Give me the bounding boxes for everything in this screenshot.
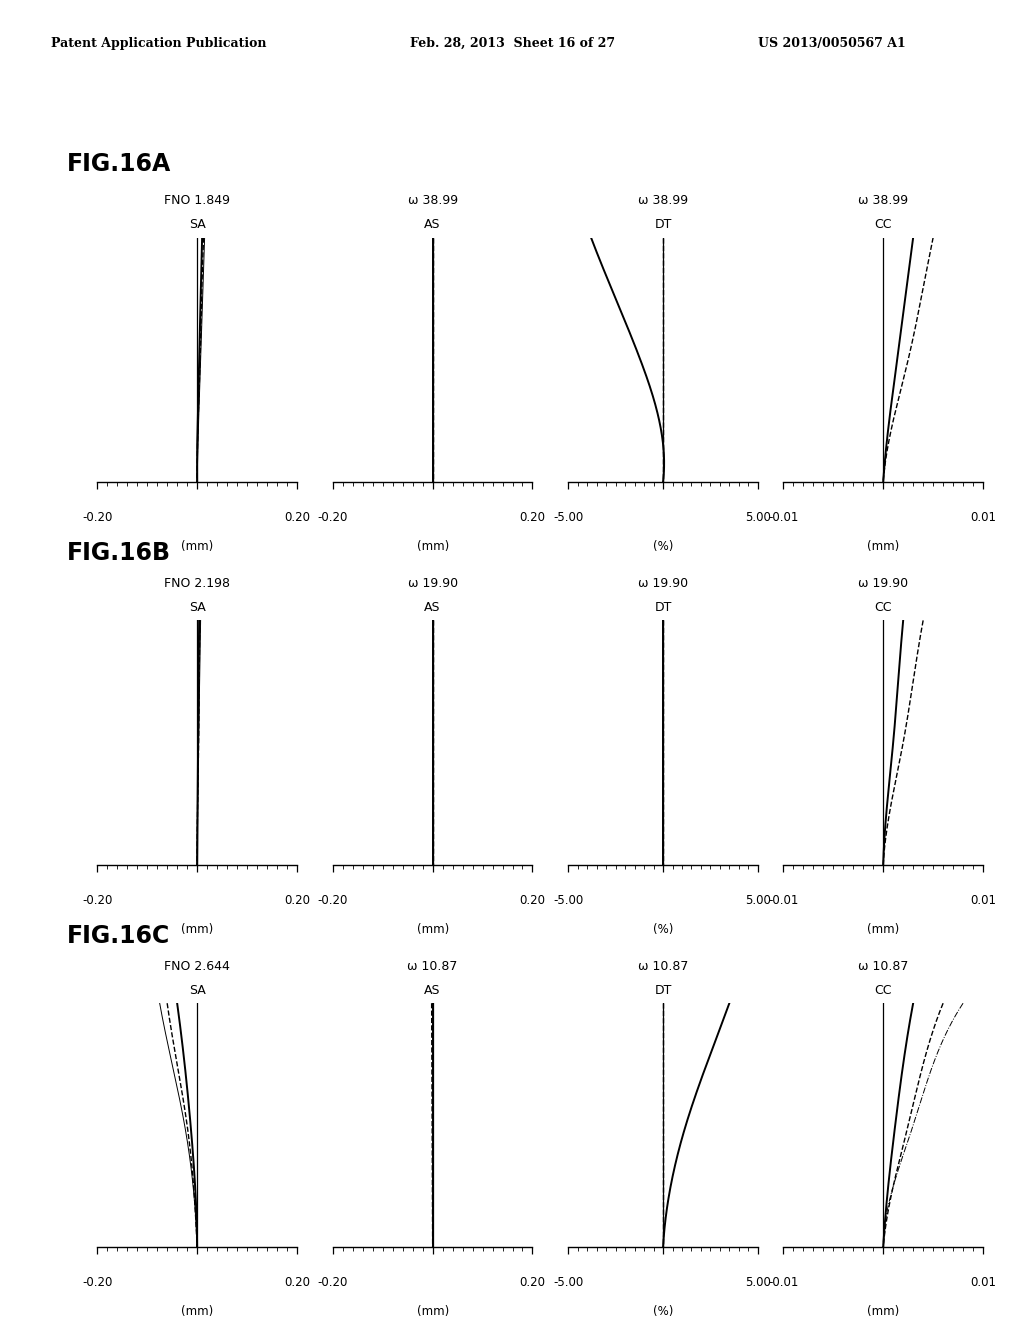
Text: -0.01: -0.01 (768, 511, 799, 524)
Text: SA: SA (188, 218, 206, 231)
Text: (mm): (mm) (867, 923, 899, 936)
Text: (%): (%) (653, 540, 673, 553)
Text: 5.00: 5.00 (744, 1276, 771, 1290)
Text: 0.20: 0.20 (284, 511, 310, 524)
Text: 0.20: 0.20 (519, 511, 546, 524)
Text: -0.20: -0.20 (82, 894, 113, 907)
Text: ω 19.90: ω 19.90 (638, 577, 688, 590)
Text: ω 10.87: ω 10.87 (638, 960, 688, 973)
Text: Feb. 28, 2013  Sheet 16 of 27: Feb. 28, 2013 Sheet 16 of 27 (410, 37, 614, 50)
Text: 0.20: 0.20 (519, 894, 546, 907)
Text: AS: AS (424, 983, 441, 997)
Text: (mm): (mm) (417, 540, 449, 553)
Text: ω 19.90: ω 19.90 (858, 577, 908, 590)
Text: ω 38.99: ω 38.99 (858, 194, 908, 207)
Text: ω 38.99: ω 38.99 (638, 194, 688, 207)
Text: -0.20: -0.20 (317, 1276, 348, 1290)
Text: 5.00: 5.00 (744, 511, 771, 524)
Text: (mm): (mm) (867, 1305, 899, 1319)
Text: 0.01: 0.01 (970, 1276, 996, 1290)
Text: (%): (%) (653, 1305, 673, 1319)
Text: 0.20: 0.20 (519, 1276, 546, 1290)
Text: FNO 1.849: FNO 1.849 (164, 194, 230, 207)
Text: 0.01: 0.01 (970, 511, 996, 524)
Text: SA: SA (188, 601, 206, 614)
Text: -5.00: -5.00 (553, 1276, 584, 1290)
Text: FIG.16C: FIG.16C (67, 924, 170, 948)
Text: -0.01: -0.01 (768, 1276, 799, 1290)
Text: DT: DT (654, 983, 672, 997)
Text: -5.00: -5.00 (553, 894, 584, 907)
Text: CC: CC (874, 983, 892, 997)
Text: FIG.16B: FIG.16B (67, 541, 171, 565)
Text: -5.00: -5.00 (553, 511, 584, 524)
Text: CC: CC (874, 218, 892, 231)
Text: DT: DT (654, 601, 672, 614)
Text: -0.20: -0.20 (317, 511, 348, 524)
Text: CC: CC (874, 601, 892, 614)
Text: (mm): (mm) (181, 1305, 213, 1319)
Text: (mm): (mm) (417, 1305, 449, 1319)
Text: 0.20: 0.20 (284, 894, 310, 907)
Text: AS: AS (424, 218, 441, 231)
Text: ω 38.99: ω 38.99 (408, 194, 458, 207)
Text: (mm): (mm) (867, 540, 899, 553)
Text: (mm): (mm) (181, 923, 213, 936)
Text: (mm): (mm) (417, 923, 449, 936)
Text: AS: AS (424, 601, 441, 614)
Text: -0.20: -0.20 (317, 894, 348, 907)
Text: FNO 2.198: FNO 2.198 (164, 577, 230, 590)
Text: US 2013/0050567 A1: US 2013/0050567 A1 (758, 37, 905, 50)
Text: -0.01: -0.01 (768, 894, 799, 907)
Text: 0.01: 0.01 (970, 894, 996, 907)
Text: -0.20: -0.20 (82, 1276, 113, 1290)
Text: FIG.16A: FIG.16A (67, 152, 171, 176)
Text: Patent Application Publication: Patent Application Publication (51, 37, 266, 50)
Text: (%): (%) (653, 923, 673, 936)
Text: 5.00: 5.00 (744, 894, 771, 907)
Text: ω 10.87: ω 10.87 (408, 960, 458, 973)
Text: (mm): (mm) (181, 540, 213, 553)
Text: -0.20: -0.20 (82, 511, 113, 524)
Text: ω 10.87: ω 10.87 (858, 960, 908, 973)
Text: SA: SA (188, 983, 206, 997)
Text: FNO 2.644: FNO 2.644 (164, 960, 230, 973)
Text: DT: DT (654, 218, 672, 231)
Text: ω 19.90: ω 19.90 (408, 577, 458, 590)
Text: 0.20: 0.20 (284, 1276, 310, 1290)
